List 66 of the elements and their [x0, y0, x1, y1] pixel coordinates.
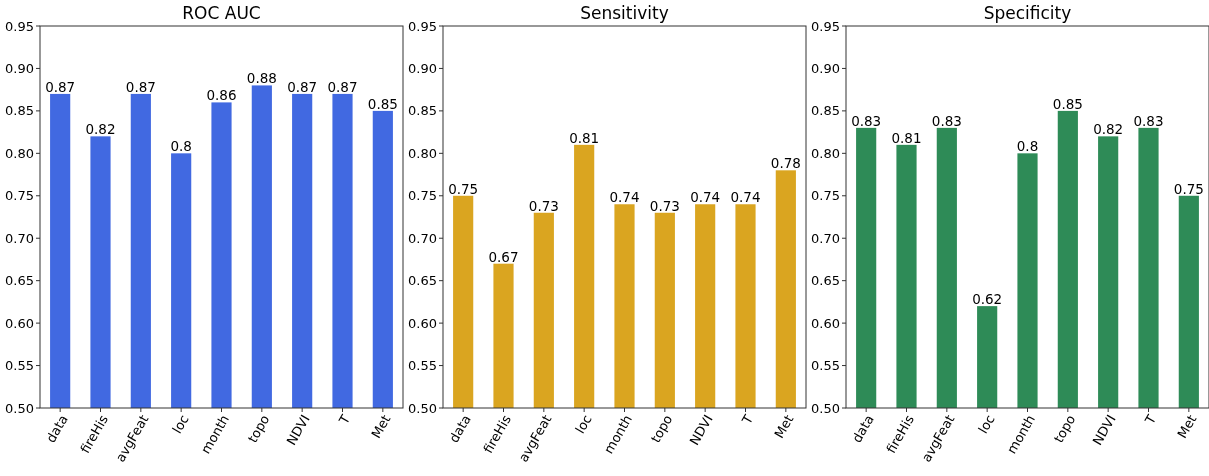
- y-tick-label: 0.95: [811, 18, 840, 34]
- y-tick-label: 0.80: [408, 145, 437, 161]
- data-label: 0.62: [972, 291, 1003, 308]
- y-tick-label: 0.65: [5, 273, 34, 289]
- data-label: 0.88: [246, 70, 277, 87]
- y-tick-label: 0.95: [5, 18, 34, 34]
- data-label: 0.75: [1173, 180, 1204, 197]
- data-label: 0.82: [1093, 121, 1124, 138]
- data-label: 0.83: [1133, 112, 1164, 129]
- data-label: 0.83: [931, 112, 962, 129]
- y-tick-label: 0.55: [811, 358, 840, 374]
- y-tick-label: 0.90: [811, 60, 840, 76]
- y-tick-label: 0.70: [811, 230, 840, 246]
- data-label: 0.87: [125, 78, 156, 95]
- y-tick-label: 0.75: [5, 188, 34, 204]
- data-label: 0.73: [528, 197, 559, 214]
- x-tick-label: loc: [572, 412, 595, 436]
- y-tick-label: 0.75: [811, 188, 840, 204]
- data-label: 0.75: [448, 180, 479, 197]
- y-tick-label: 0.70: [5, 230, 34, 246]
- data-label: 0.85: [367, 95, 398, 112]
- chart-title: Specificity: [983, 3, 1072, 23]
- data-label: 0.8: [170, 138, 192, 155]
- data-label: 0.78: [770, 155, 801, 172]
- y-tick-label: 0.65: [811, 273, 840, 289]
- data-label: 0.82: [85, 121, 116, 138]
- data-label: 0.67: [488, 248, 519, 265]
- data-label: 0.83: [851, 112, 882, 129]
- y-tick-label: 0.55: [408, 358, 437, 374]
- data-label: 0.85: [1052, 95, 1083, 112]
- y-tick-label: 0.50: [5, 400, 34, 416]
- y-tick-label: 0.90: [5, 60, 34, 76]
- y-tick-label: 0.50: [408, 400, 437, 416]
- y-tick-label: 0.85: [811, 103, 840, 119]
- y-tick-label: 0.50: [811, 400, 840, 416]
- data-label: 0.81: [569, 129, 600, 146]
- chart-title: Sensitivity: [580, 3, 669, 23]
- x-tick-label: loc: [169, 412, 192, 436]
- x-tick-label: T: [335, 412, 354, 428]
- y-tick-label: 0.75: [408, 188, 437, 204]
- chart-title: ROC AUC: [182, 3, 261, 23]
- y-tick-label: 0.85: [5, 103, 34, 119]
- y-tick-label: 0.80: [811, 145, 840, 161]
- data-label: 0.87: [45, 78, 76, 95]
- y-tick-label: 0.85: [408, 103, 437, 119]
- y-tick-label: 0.60: [811, 315, 840, 331]
- y-tick-label: 0.70: [408, 230, 437, 246]
- y-tick-label: 0.55: [5, 358, 34, 374]
- data-label: 0.87: [327, 78, 358, 95]
- x-tick-label: T: [1141, 412, 1160, 428]
- data-label: 0.74: [690, 189, 721, 206]
- y-tick-label: 0.90: [408, 60, 437, 76]
- data-label: 0.81: [891, 129, 922, 146]
- data-label: 0.74: [730, 189, 761, 206]
- y-tick-label: 0.60: [408, 315, 437, 331]
- data-label: 0.73: [649, 197, 680, 214]
- y-tick-label: 0.95: [408, 18, 437, 34]
- y-tick-label: 0.65: [408, 273, 437, 289]
- data-label: 0.87: [287, 78, 318, 95]
- y-tick-label: 0.80: [5, 145, 34, 161]
- data-label: 0.74: [609, 189, 640, 206]
- y-tick-label: 0.60: [5, 315, 34, 331]
- x-tick-label: T: [738, 412, 757, 428]
- x-tick-label: loc: [975, 412, 998, 436]
- data-label: 0.8: [1016, 138, 1039, 155]
- data-label: 0.86: [206, 87, 237, 104]
